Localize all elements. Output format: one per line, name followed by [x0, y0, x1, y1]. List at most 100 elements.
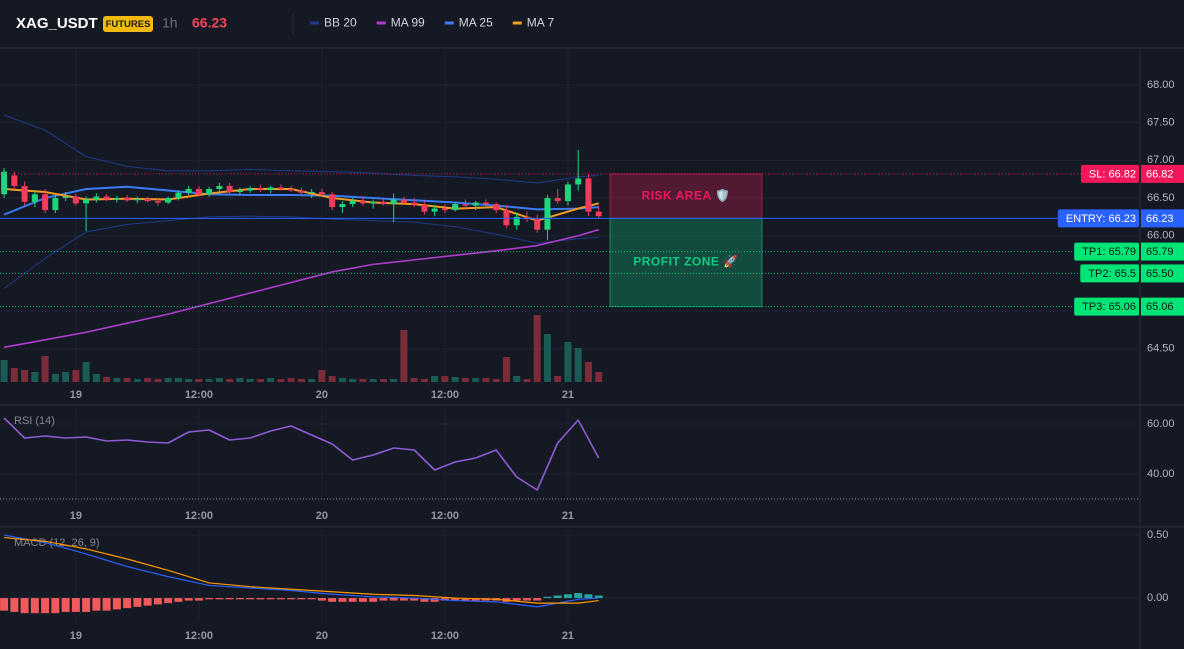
x-tick-label: 19: [70, 630, 82, 642]
candle-body: [575, 178, 582, 185]
candle-body: [277, 187, 284, 189]
candle-body: [390, 199, 397, 205]
volume-bar: [349, 379, 357, 382]
volume-bar: [195, 379, 203, 382]
volume-bar: [574, 348, 582, 382]
y-tick-label: 40.00: [1147, 468, 1175, 480]
candle-body: [124, 198, 131, 201]
level-value: 66.23: [1146, 213, 1174, 225]
candle-body: [431, 208, 438, 212]
x-tick-label: 12:00: [185, 389, 213, 401]
histogram-bar: [276, 598, 285, 600]
histogram-bar: [112, 598, 121, 610]
histogram-bar: [543, 596, 552, 599]
volume-bar: [308, 379, 316, 382]
histogram-bar: [297, 598, 306, 600]
y-tick-label: 64.50: [1147, 343, 1175, 355]
candle-body: [11, 175, 18, 186]
candle-body: [370, 201, 377, 204]
volume-bar: [267, 378, 275, 382]
level-value-tag: [1141, 264, 1184, 283]
candle-body: [298, 190, 305, 193]
histogram-bar: [328, 598, 337, 602]
candle-body: [62, 196, 69, 199]
candle-body: [339, 204, 346, 208]
volume-bar: [154, 379, 162, 382]
volume-bar: [554, 376, 562, 382]
volume-bar: [41, 356, 49, 382]
candle-body: [359, 201, 366, 204]
candle-body: [21, 185, 28, 202]
histogram-bar: [71, 598, 80, 612]
volume-bar: [513, 376, 521, 382]
volume-bar: [400, 330, 408, 382]
candle-body: [52, 198, 59, 211]
histogram-bar: [153, 598, 162, 605]
candle-body: [42, 194, 49, 211]
volume-bar: [338, 378, 346, 382]
zone: [609, 217, 763, 308]
candle-body: [349, 201, 356, 205]
volume-bar: [103, 377, 111, 382]
histogram-bar: [563, 594, 572, 599]
volume-bar: [51, 374, 59, 382]
histogram-bar: [440, 598, 449, 601]
y-tick-label: 66.50: [1147, 192, 1175, 204]
candle-body: [247, 188, 254, 191]
histogram-bar: [533, 598, 542, 601]
volume-bar: [584, 362, 592, 382]
candle-body: [93, 196, 100, 200]
x-tick-label: 12:00: [185, 630, 213, 642]
candle-body: [1, 171, 8, 195]
volume-bar: [277, 379, 285, 382]
y-tick-label: 60.00: [1147, 418, 1175, 430]
x-tick-label: 19: [70, 510, 82, 522]
macd-line: [3, 534, 599, 608]
histogram-bar: [430, 598, 439, 602]
macd-line: [4, 536, 599, 604]
moving-average: [3, 228, 599, 349]
histogram-bar: [235, 598, 244, 600]
histogram-bar: [420, 598, 429, 602]
candle-body: [452, 204, 459, 211]
level-value-tag: [1141, 164, 1184, 183]
legend-label: BB 20: [324, 16, 357, 30]
histogram-bar: [338, 598, 347, 602]
candle-body: [308, 192, 315, 194]
volume-bar: [205, 379, 213, 382]
level-label: TP1: 65.79: [1082, 246, 1136, 258]
x-tick-label: 21: [562, 630, 574, 642]
volume-bar: [431, 376, 439, 382]
level-label: ENTRY: 66.23: [1066, 213, 1136, 225]
histogram-bar: [594, 595, 603, 599]
candle-body: [554, 198, 561, 202]
overlay: RISK AREA 🛡️ PROFIT ZONE 🚀 66.82 SL: 66.82 6…: [0, 164, 1184, 316]
histogram-bar: [30, 598, 39, 614]
x-tick-label: 21: [562, 389, 574, 401]
volume-bar: [92, 374, 100, 382]
histogram-bar: [205, 598, 214, 600]
histogram-bar: [348, 598, 357, 602]
volume-bar: [297, 379, 305, 382]
histogram-bar: [553, 595, 562, 599]
volume-bar: [123, 378, 131, 382]
volume-bar: [595, 372, 603, 382]
volume-bar: [236, 378, 244, 382]
candle-body: [267, 187, 274, 190]
histogram-bar: [41, 598, 50, 614]
candle-body: [493, 204, 500, 211]
macd-panel: [0, 534, 603, 614]
volume-bar: [533, 315, 541, 382]
x-tick-label: 20: [316, 630, 328, 642]
level-tag: [1074, 242, 1139, 261]
histogram-bar: [51, 598, 60, 614]
candle-body: [513, 216, 520, 226]
volume-bar: [379, 379, 387, 382]
histogram-bar: [584, 594, 593, 599]
panel-title: RSI (14): [14, 415, 55, 427]
badge: FUTURES: [106, 19, 151, 30]
histogram-bar: [317, 598, 326, 601]
level-tag: [1080, 164, 1139, 183]
candle-body: [482, 202, 489, 205]
volume-bar: [369, 379, 377, 382]
